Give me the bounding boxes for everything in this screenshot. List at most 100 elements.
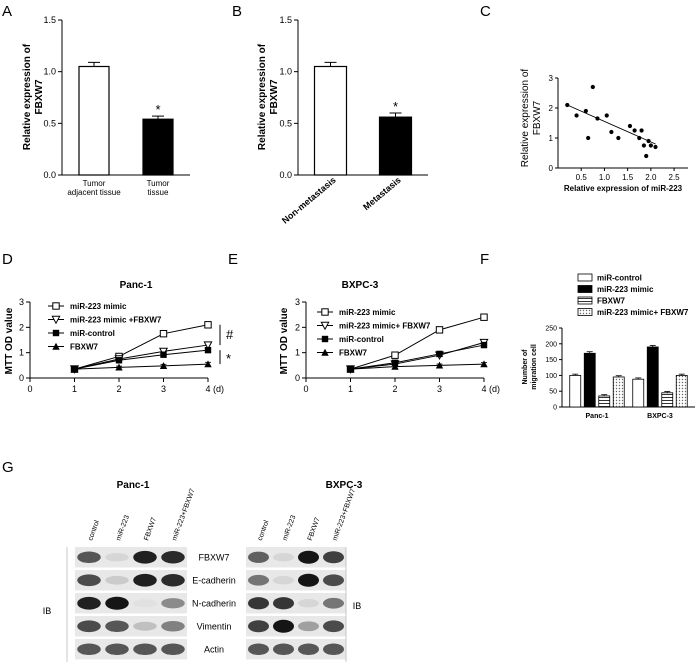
chart-c-point — [644, 153, 649, 159]
chart-d-point — [52, 302, 60, 310]
chart-a-ytick-label: 0.5 — [43, 118, 56, 128]
chart-e-point — [480, 313, 488, 321]
blot-band — [298, 643, 319, 655]
chart-d-ylabel: MTT OD value — [4, 307, 15, 374]
chart-a-ylabel-2: FBXW7 — [34, 79, 45, 114]
chart-f-legend-swatch — [577, 296, 593, 305]
chart-e-title: BXPC-3 — [342, 280, 379, 291]
chart-d-point — [52, 342, 60, 350]
chart-b-ytick-label: 0.0 — [279, 170, 292, 180]
chart-e-xunit: (d) — [489, 384, 500, 394]
blot-strip — [246, 639, 346, 660]
chart-c-fit-line — [567, 104, 656, 145]
chart-a-category-label: Tumor — [147, 179, 170, 188]
ib-label-left: IB — [43, 606, 52, 616]
chart-e-point — [480, 341, 488, 349]
chart-d-legend-label: miR-223 mimic — [70, 302, 127, 311]
chart-c-point — [609, 129, 614, 135]
blot-strip — [75, 570, 187, 591]
chart-e-point — [320, 321, 330, 331]
blot-band — [105, 596, 129, 610]
chart-e-point — [435, 326, 444, 334]
chart-f-legend-label: miR-223 mimic — [597, 285, 654, 294]
chart-f-legend-swatch — [577, 273, 593, 282]
chart-d-point — [160, 351, 167, 358]
chart-e-legend-label: FBXW7 — [339, 349, 368, 358]
blot-band — [273, 576, 294, 585]
chart-f-ylabel-2: migration cell — [531, 344, 538, 390]
chart-e-point — [480, 360, 488, 368]
blot-band — [323, 574, 344, 587]
chart-f-ylabel-1: Number of — [522, 349, 529, 385]
chart-c-xtick-label: 2.5 — [669, 173, 681, 182]
blot-band — [298, 599, 319, 608]
chart-d-ytick-label: 1 — [19, 348, 24, 358]
blot-band — [248, 620, 269, 633]
chart-c-point — [565, 102, 570, 108]
chart-f-legend-label: miR-223 mimic+ FBXW7 — [597, 308, 689, 317]
blot-title-bxpc3: BXPC-3 — [326, 480, 363, 491]
chart-b-bar — [378, 116, 413, 176]
chart-e-ytick-label: 3 — [295, 297, 300, 307]
chart-d-series-line — [74, 344, 209, 370]
chart-f-bar — [661, 392, 674, 408]
panel-label-e: E — [228, 251, 238, 268]
chart-e-point — [321, 348, 329, 356]
chart-f-bar — [675, 374, 688, 408]
panel-label-g: G — [2, 459, 14, 476]
chart-a-bar — [142, 118, 174, 176]
chart-f-bar — [646, 346, 659, 408]
chart-c-point — [632, 128, 637, 133]
chart-d-xtick-label: 0 — [27, 384, 32, 394]
chart-f-legend-swatch — [577, 308, 593, 316]
blot-strip — [246, 547, 346, 568]
chart-e-point — [391, 359, 399, 366]
chart-d-significance-star: * — [226, 351, 231, 366]
chart-a-ylabel-1: Relative expression of — [22, 43, 33, 150]
chart-d-xtick-label: 1 — [72, 384, 77, 394]
chart-b: Relative expression of FBXW7 0.0 0.5 1.0 1.… — [257, 15, 428, 226]
chart-c-ytick-label: 0 — [549, 164, 554, 173]
chart-d-point — [115, 363, 123, 371]
blot-lane-label: control — [257, 519, 271, 542]
blot-strip — [75, 639, 187, 660]
chart-d-legend-label: FBXW7 — [70, 343, 99, 352]
blot-band — [273, 643, 294, 655]
chart-d-xunit: (d) — [213, 384, 224, 394]
chart-e-xtick-label: 4 — [481, 384, 486, 394]
chart-a-category-label: tissue — [148, 188, 169, 197]
chart-a-significance: * — [155, 102, 160, 117]
chart-f-ytick-label: 100 — [545, 373, 557, 380]
chart-d-series-line — [74, 324, 209, 370]
chart-d-ytick-label: 0 — [19, 373, 24, 383]
chart-e-point — [321, 308, 329, 316]
blot-band — [273, 619, 294, 633]
blot-lane-label: control — [87, 519, 101, 542]
blot-band — [161, 643, 185, 655]
chart-a-bar — [78, 65, 110, 176]
chart-f-bar — [598, 395, 611, 408]
chart-c-ytick-label: 2 — [549, 104, 554, 113]
chart-e-xtick-label: 0 — [303, 384, 308, 394]
blot-band — [133, 573, 157, 587]
blot-band — [323, 643, 344, 655]
chart-c-point — [583, 108, 588, 114]
chart-d-point — [52, 329, 60, 337]
chart-d-xtick-label: 3 — [161, 384, 166, 394]
blot-lane-label: miR-223+FBXW7 — [171, 488, 196, 542]
chart-d-ytick-label: 2 — [19, 322, 24, 332]
chart-c: Relative expression of FBXW7 Relative ex… — [520, 69, 688, 193]
chart-a-ytick-label: 1.0 — [43, 67, 56, 77]
chart-c-xlabel: Relative expression of miR-223 — [564, 184, 683, 193]
blot-band — [161, 621, 185, 632]
chart-b-bar — [313, 65, 348, 176]
blot-band — [298, 621, 319, 632]
chart-c-point — [574, 113, 579, 118]
blot-lane-label: miR-223+FBXW7 — [332, 488, 357, 542]
chart-f-category-label: BXPC-3 — [647, 413, 673, 420]
chart-c-xtick-label: 1.5 — [622, 173, 634, 182]
chart-d-point — [159, 362, 168, 370]
chart-d-series-line — [74, 349, 209, 370]
blot-band — [133, 621, 157, 631]
